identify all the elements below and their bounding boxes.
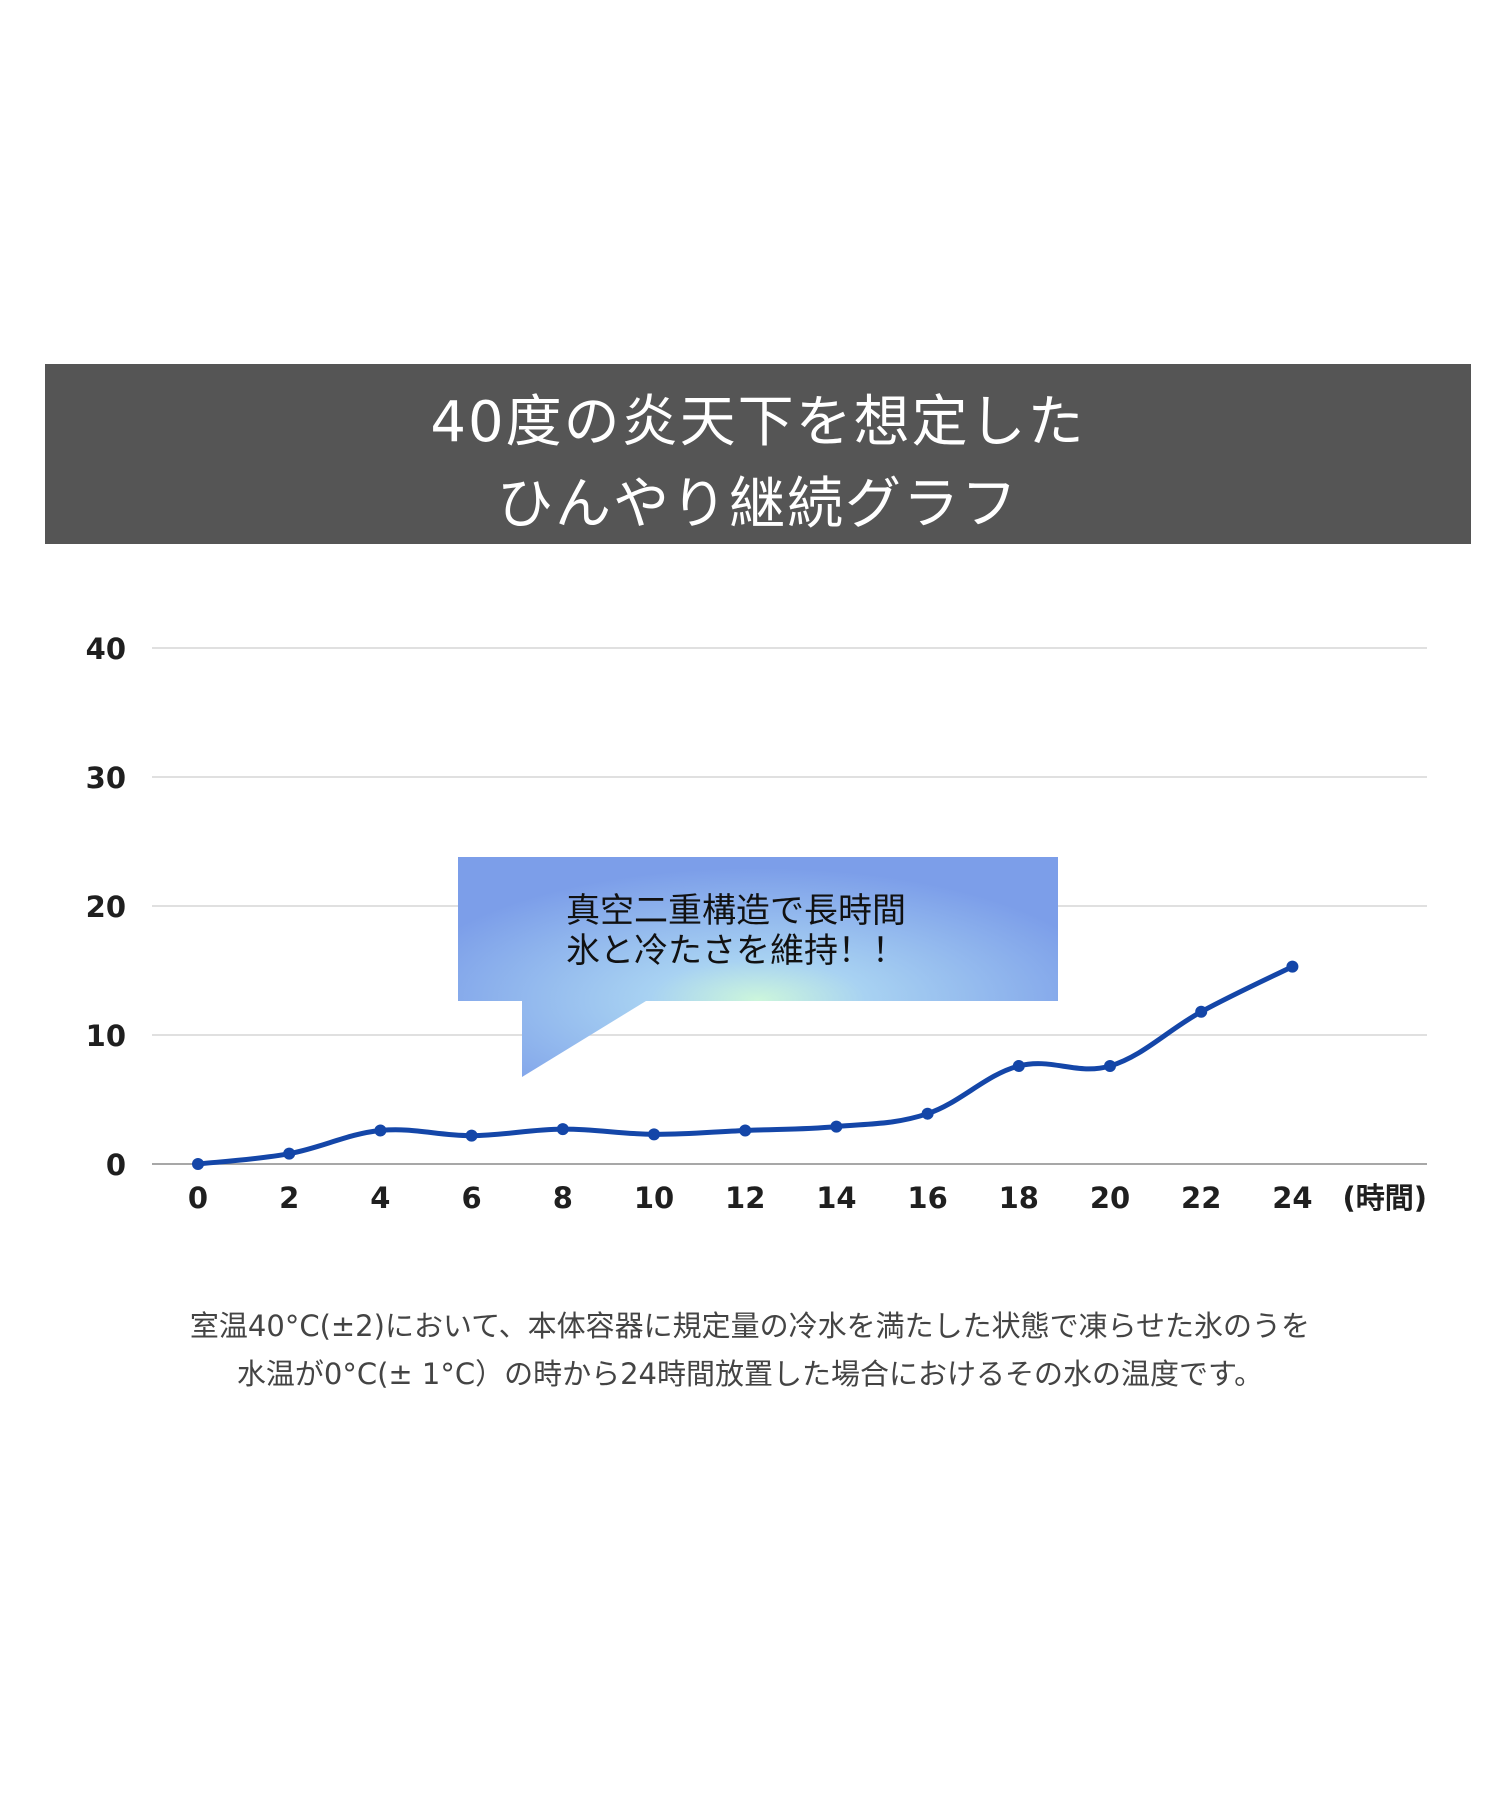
x-tick-label: 8 [553, 1181, 573, 1215]
data-point [648, 1128, 660, 1141]
x-axis-unit-label: (時間) [1342, 1181, 1427, 1215]
grid-lines [152, 647, 1427, 1036]
caption-line-1: 室温40°C(±2)において、本体容器に規定量の冷水を満たした状態で凍らせた氷の… [189, 1309, 1311, 1343]
x-tick-label: 22 [1181, 1181, 1221, 1215]
data-point [465, 1129, 478, 1142]
data-point [1195, 1005, 1208, 1018]
title-banner: 40度の炎天下を想定した ひんやり継続グラフ [45, 364, 1471, 544]
data-point [192, 1158, 204, 1170]
data-point [1012, 1059, 1025, 1072]
data-point [556, 1123, 569, 1136]
title-line-2: ひんやり継続グラフ [497, 472, 1019, 537]
x-tick-label: 0 [188, 1181, 208, 1215]
x-tick-label: 6 [462, 1181, 482, 1215]
y-tick-label: 30 [86, 761, 126, 795]
y-tick-label: 10 [86, 1019, 126, 1053]
data-point [374, 1124, 387, 1137]
x-tick-label: 24 [1272, 1181, 1312, 1215]
x-tick-label: 20 [1090, 1181, 1130, 1215]
x-tick-label: 2 [279, 1181, 299, 1215]
y-tick-label: 40 [86, 632, 126, 666]
data-point [921, 1107, 934, 1120]
data-point [283, 1147, 296, 1160]
x-tick-label: 18 [999, 1181, 1039, 1215]
x-tick-label: 16 [907, 1181, 947, 1215]
data-point [1104, 1059, 1116, 1072]
data-point [1286, 960, 1299, 973]
x-tick-label: 10 [634, 1181, 674, 1215]
x-tick-label: 4 [370, 1181, 390, 1215]
callout-bubble [458, 857, 1058, 1077]
caption-line-2: 水温が0°C(± 1°C）の時から24時間放置した場合におけるその水の温度です。 [236, 1357, 1264, 1391]
y-tick-label: 0 [106, 1148, 126, 1182]
data-point [739, 1124, 752, 1137]
callout-text-line-2: 氷と冷たさを維持！！ [566, 931, 906, 971]
title-line-1: 40度の炎天下を想定した [430, 390, 1086, 455]
series-layer [192, 960, 1299, 1170]
x-tick-label: 12 [725, 1181, 765, 1215]
callout-text-line-1: 真空二重構造で長時間 [566, 891, 906, 931]
y-tick-label: 20 [86, 890, 126, 924]
data-point [830, 1120, 843, 1133]
x-tick-label: 14 [816, 1181, 856, 1215]
chart-caption: 室温40°C(±2)において、本体容器に規定量の冷水を満たした状態で凍らせた氷の… [60, 1302, 1440, 1398]
